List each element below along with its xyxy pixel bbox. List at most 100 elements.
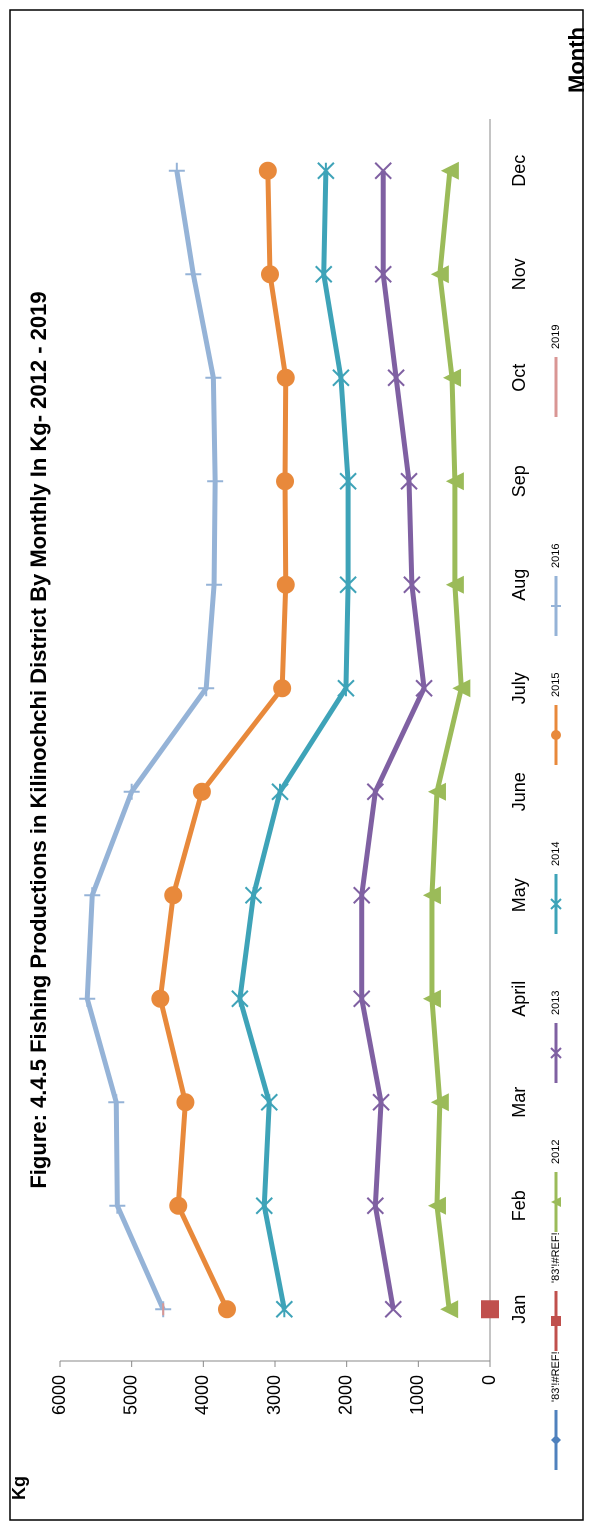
marker [258, 161, 277, 180]
marker [217, 1300, 236, 1319]
x-tick-label: July [509, 672, 529, 704]
marker [374, 265, 392, 283]
marker [198, 680, 215, 697]
marker [109, 1197, 126, 1214]
legend-label: 2016 [550, 544, 562, 568]
x-tick-label: Jan [509, 1295, 529, 1324]
marker [403, 576, 421, 594]
marker [275, 1300, 294, 1318]
legend-label: '83'!#REF! [550, 1351, 562, 1402]
marker [185, 266, 202, 283]
legend-marker [551, 601, 561, 611]
marker [387, 369, 405, 387]
x-tick-label: Aug [509, 569, 529, 601]
x-tick-label: Nov [509, 258, 529, 290]
marker [366, 1197, 385, 1215]
marker [255, 1197, 273, 1215]
series-line [429, 170, 464, 1310]
x-tick-label: May [509, 878, 529, 912]
y-axis-label: Kg [9, 1476, 29, 1500]
marker [339, 576, 357, 594]
marker [440, 161, 459, 180]
marker [337, 679, 355, 697]
marker [339, 472, 357, 490]
marker [192, 782, 211, 801]
legend-label: 2012 [550, 1140, 562, 1164]
marker [276, 575, 295, 594]
chart-body: Figure: 4.4.5 Fishing Productions in Kil… [9, 9, 589, 1521]
marker [276, 368, 295, 387]
x-tick-label: April [509, 981, 529, 1017]
chart-title: Figure: 4.4.5 Fishing Productions in Kil… [26, 291, 51, 1188]
marker [315, 265, 333, 283]
x-tick-label: June [509, 772, 529, 811]
marker [276, 472, 295, 491]
marker [353, 886, 371, 904]
legend-label: '83'!#REF! [550, 1232, 562, 1283]
marker [481, 1300, 499, 1319]
x-tick-label: Mar [509, 1087, 529, 1118]
marker [427, 782, 446, 801]
marker [84, 887, 101, 904]
marker [332, 369, 350, 387]
series-line [84, 170, 218, 1311]
marker [372, 1093, 390, 1111]
marker [422, 886, 441, 905]
y-tick-label: 6000 [49, 1375, 69, 1415]
y-tick-label: 2000 [335, 1375, 355, 1415]
legend-marker [551, 1197, 561, 1207]
marker [400, 472, 418, 490]
legend-label: 2015 [550, 673, 562, 697]
legend-label: 2019 [550, 325, 562, 349]
y-tick-label: 5000 [120, 1375, 140, 1415]
legend-marker [551, 730, 561, 740]
marker [260, 1093, 278, 1111]
marker [206, 576, 223, 593]
marker [205, 369, 222, 386]
x-axis-label: Month [564, 27, 589, 93]
marker [169, 1196, 188, 1215]
marker [366, 783, 385, 801]
marker [443, 368, 462, 387]
marker [445, 472, 464, 491]
marker [123, 783, 140, 800]
x-tick-label: Oct [509, 364, 529, 392]
series-line [359, 170, 427, 1310]
marker [445, 575, 464, 594]
marker [260, 265, 279, 284]
marker [164, 886, 183, 905]
legend-label: 2014 [550, 842, 562, 866]
marker [168, 162, 185, 179]
y-tick-label: 0 [479, 1375, 499, 1385]
marker [108, 1094, 125, 1111]
series-line [157, 170, 289, 1311]
y-tick-label: 4000 [192, 1375, 212, 1415]
marker [79, 990, 96, 1007]
legend-marker [551, 1435, 561, 1445]
marker [176, 1093, 195, 1112]
marker [440, 1300, 459, 1319]
marker [273, 679, 292, 698]
marker [231, 990, 249, 1008]
marker [430, 265, 449, 284]
marker [452, 679, 471, 698]
legend-marker [550, 898, 562, 910]
x-tick-label: Feb [509, 1190, 529, 1221]
marker [244, 886, 263, 904]
series-line [237, 170, 351, 1310]
marker [415, 679, 433, 697]
legend-label: 2013 [550, 991, 562, 1015]
marker [353, 990, 371, 1008]
legend-marker [551, 1316, 561, 1326]
marker [207, 473, 224, 490]
marker [271, 783, 289, 801]
marker [317, 162, 335, 180]
legend-marker [550, 1047, 562, 1059]
marker [151, 989, 170, 1008]
x-tick-label: Dec [509, 155, 529, 187]
marker [374, 162, 392, 180]
y-tick-label: 3000 [264, 1375, 284, 1415]
marker [384, 1300, 402, 1318]
